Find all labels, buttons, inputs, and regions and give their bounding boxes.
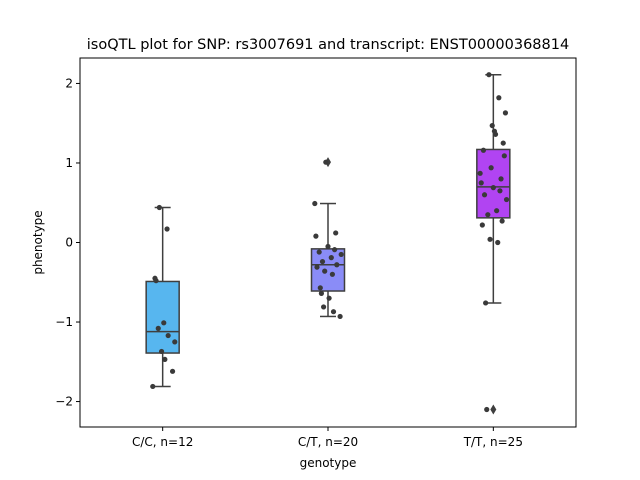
- data-point: [490, 185, 496, 191]
- data-point: [156, 204, 162, 211]
- data-point: [489, 122, 495, 129]
- data-point: [332, 247, 338, 253]
- outlier-marker: [490, 404, 497, 415]
- x-tick-label: C/T, n=20: [298, 435, 358, 449]
- data-point: [487, 236, 493, 242]
- data-point: [169, 368, 176, 374]
- data-point: [329, 271, 335, 277]
- data-point: [477, 170, 483, 176]
- data-point: [488, 165, 494, 171]
- plot-area: [145, 72, 511, 415]
- data-point: [501, 153, 507, 159]
- data-point: [479, 222, 485, 228]
- data-point: [333, 230, 339, 236]
- data-point: [496, 95, 502, 101]
- x-tick-label: C/C, n=12: [132, 435, 193, 449]
- data-point: [502, 110, 509, 116]
- data-point: [498, 176, 504, 182]
- data-point: [499, 218, 505, 224]
- data-point: [158, 348, 165, 355]
- data-point: [326, 295, 332, 301]
- y-tick-label: −1: [55, 315, 73, 329]
- x-tick-label: T/T, n=25: [463, 435, 523, 449]
- x-axis: C/C, n=12 C/T, n=20 T/T, n=25: [132, 427, 523, 449]
- data-point: [152, 275, 158, 281]
- data-point: [338, 251, 344, 258]
- data-point: [314, 264, 320, 270]
- data-point: [316, 249, 322, 255]
- data-point: [312, 200, 318, 207]
- data-point: [486, 72, 492, 78]
- data-point: [481, 192, 488, 198]
- data-point: [155, 325, 161, 331]
- data-point: [337, 313, 343, 320]
- data-point: [161, 320, 167, 326]
- box-group: [310, 157, 346, 318]
- strip-points: [477, 72, 510, 413]
- data-point: [319, 258, 326, 265]
- data-point: [491, 128, 498, 134]
- data-point: [162, 356, 168, 363]
- data-point: [494, 208, 500, 214]
- data-point: [322, 268, 328, 274]
- data-point: [480, 147, 487, 153]
- data-point: [334, 262, 340, 268]
- strip-points: [150, 204, 178, 390]
- y-axis-label: phenotype: [31, 210, 45, 274]
- y-tick-label: −2: [55, 395, 73, 409]
- data-point: [500, 140, 506, 146]
- data-point: [172, 339, 178, 345]
- data-point: [485, 212, 491, 218]
- data-point: [497, 188, 503, 194]
- y-tick-label: 2: [65, 76, 73, 90]
- data-point: [503, 196, 510, 203]
- x-axis-label: genotype: [300, 456, 357, 470]
- data-point: [483, 300, 489, 306]
- data-point: [313, 233, 319, 239]
- data-point: [330, 309, 337, 315]
- data-point: [321, 304, 327, 310]
- data-point: [150, 383, 156, 390]
- data-point: [478, 180, 484, 186]
- data-point: [165, 332, 171, 339]
- data-point: [164, 226, 170, 232]
- chart-title: isoQTL plot for SNP: rs3007691 and trans…: [87, 37, 569, 53]
- data-point: [317, 285, 323, 291]
- y-axis: −2 −1 0 1 2: [55, 76, 80, 409]
- strip-points: [312, 159, 344, 320]
- data-point: [328, 255, 334, 261]
- y-tick-label: 0: [65, 236, 73, 250]
- data-point: [484, 406, 490, 413]
- data-point: [495, 239, 501, 246]
- data-point: [318, 290, 324, 296]
- data-point: [323, 159, 329, 165]
- box: [310, 248, 346, 292]
- data-point: [325, 243, 331, 250]
- y-tick-label: 1: [65, 156, 73, 170]
